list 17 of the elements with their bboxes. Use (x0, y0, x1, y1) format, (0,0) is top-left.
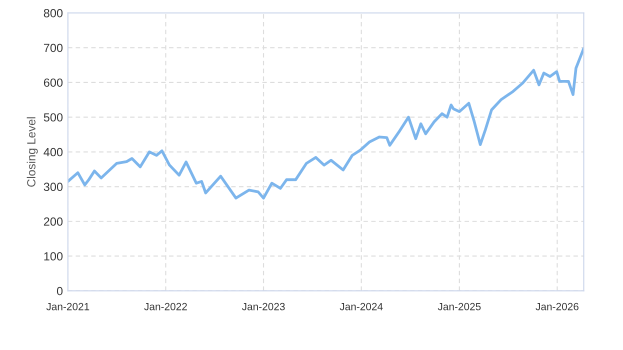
x-tick-label: Jan-2022 (144, 302, 187, 310)
y-tick-label: 700 (44, 44, 63, 52)
y-tick-label: 500 (44, 113, 63, 122)
y-tick-label: 600 (44, 78, 63, 87)
x-tick-label: Jan-2023 (242, 302, 285, 310)
y-tick-label: 0 (56, 286, 63, 296)
y-tick-label: 300 (44, 182, 63, 192)
x-tick-label: Jan-2025 (438, 302, 481, 310)
y-tick-label: 400 (44, 148, 63, 156)
x-tick-label: Jan-2026 (536, 302, 578, 310)
y-tick-label: 200 (44, 217, 63, 226)
y-axis-title: Closing Level (26, 117, 38, 187)
x-tick-label: Jan-2024 (340, 302, 383, 310)
line-series (68, 46, 584, 200)
y-tick-label: 100 (44, 252, 63, 261)
x-tick-label: Jan-2021 (46, 302, 90, 310)
y-tick-label: 800 (44, 8, 63, 18)
